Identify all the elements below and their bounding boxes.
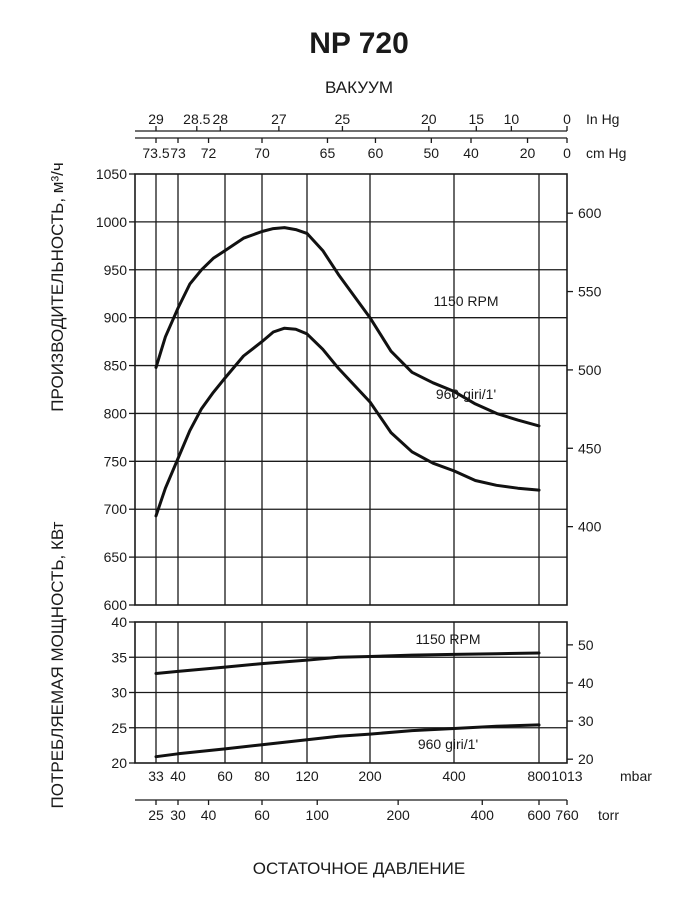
in-hg-tick-label: 25 [335,111,351,127]
torr-tick-label: 400 [471,807,495,823]
in-hg-tick-label: 10 [504,111,520,127]
chart-title: NP 720 [309,27,409,60]
capacity-left-tick-label: 900 [104,310,128,326]
mbar-tick-label: 1013 [551,768,582,784]
mbar-tick-label: 200 [358,768,382,784]
power-series-label-1150-rpm: 1150 RPM [415,631,480,647]
power-right-tick-label: 20 [578,751,594,767]
torr-tick-label: 60 [254,807,270,823]
power-curve-1150-rpm [154,651,541,675]
cm-hg-tick-label: 73 [170,145,186,161]
power-curve-960-giri-1 [154,723,541,759]
capacity-left-tick-label: 1050 [96,166,127,182]
x-axis-title: ОСТАТОЧНОЕ ДАВЛЕНИЕ [253,859,465,878]
mbar-tick-label: 40 [170,768,186,784]
in-hg-tick-label: 28 [213,111,229,127]
in-hg-tick-label: 0 [563,111,571,127]
in-hg-tick-label: 28.5 [183,111,210,127]
power-y-axis-title: ПОТРЕБЛЯЕМАЯ МОЩНОСТЬ, КВт [48,521,67,808]
capacity-y-axis-title: ПРОИЗВОДИТЕЛЬНОСТЬ, м³/ч [48,162,67,411]
mbar-tick-label: 60 [217,768,233,784]
power-left-tick-label: 20 [111,755,127,771]
power-series-label-960-giri-1: 960 giri/1' [418,736,478,752]
torr-tick-label: 600 [527,807,551,823]
capacity-right-tick-label: 600 [578,205,602,221]
cm-hg-tick-label: 40 [463,145,479,161]
mbar-tick-label: 400 [442,768,466,784]
power-left-tick-label: 30 [111,685,127,701]
capacity-series-label-960-giri-1: 960 giri/1' [436,386,496,402]
in-hg-tick-label: 20 [421,111,437,127]
power-right-tick-label: 40 [578,675,594,691]
capacity-right-tick-label: 450 [578,440,602,456]
mbar-tick-label: 800 [527,768,551,784]
power-left-tick-label: 25 [111,720,127,736]
torr-tick-label: 30 [170,807,186,823]
capacity-right-tick-label: 550 [578,284,602,300]
torr-tick-label: 100 [306,807,330,823]
power-right-tick-label: 30 [578,713,594,729]
capacity-curve-960-giri-1 [154,326,541,518]
cm-hg-tick-label: 73.5 [142,145,169,161]
mbar-unit: mbar [620,768,652,784]
capacity-right-tick-label: 500 [578,362,602,378]
capacity-left-tick-label: 850 [104,358,128,374]
capacity-right-tick-label: 400 [578,519,602,535]
cm-hg-tick-label: 70 [254,145,270,161]
capacity-left-tick-label: 750 [104,453,128,469]
cm-hg-tick-label: 0 [563,145,571,161]
cm-hg-tick-label: 65 [320,145,336,161]
in-hg-tick-label: 27 [271,111,287,127]
torr-tick-label: 40 [201,807,217,823]
mbar-tick-label: 33 [148,768,164,784]
capacity-left-tick-label: 700 [104,501,128,517]
cm-hg-tick-label: 50 [424,145,440,161]
in-hg-unit: In Hg [586,111,619,127]
in-hg-tick-label: 29 [148,111,164,127]
capacity-left-tick-label: 600 [104,597,128,613]
power-right-tick-label: 50 [578,637,594,653]
in-hg-tick-label: 15 [469,111,485,127]
capacity-series-label-1150-rpm: 1150 RPM [433,293,498,309]
torr-tick-label: 200 [386,807,410,823]
top-axis-title: ВАКУУМ [325,78,393,97]
torr-unit: torr [598,807,619,823]
torr-tick-label: 25 [148,807,164,823]
capacity-left-tick-label: 650 [104,549,128,565]
cm-hg-tick-label: 60 [368,145,384,161]
power-left-tick-label: 40 [111,614,127,630]
torr-tick-label: 760 [555,807,579,823]
cm-hg-tick-label: 72 [201,145,217,161]
cm-hg-tick-label: 20 [520,145,536,161]
power-left-tick-label: 35 [111,649,127,665]
mbar-tick-label: 80 [254,768,270,784]
capacity-left-tick-label: 800 [104,405,128,421]
capacity-plot-frame [134,173,568,606]
capacity-left-tick-label: 950 [104,262,128,278]
capacity-curve-1150-rpm [154,226,541,428]
mbar-tick-label: 120 [295,768,319,784]
capacity-left-tick-label: 1000 [96,214,127,230]
cm-hg-unit: cm Hg [586,145,626,161]
